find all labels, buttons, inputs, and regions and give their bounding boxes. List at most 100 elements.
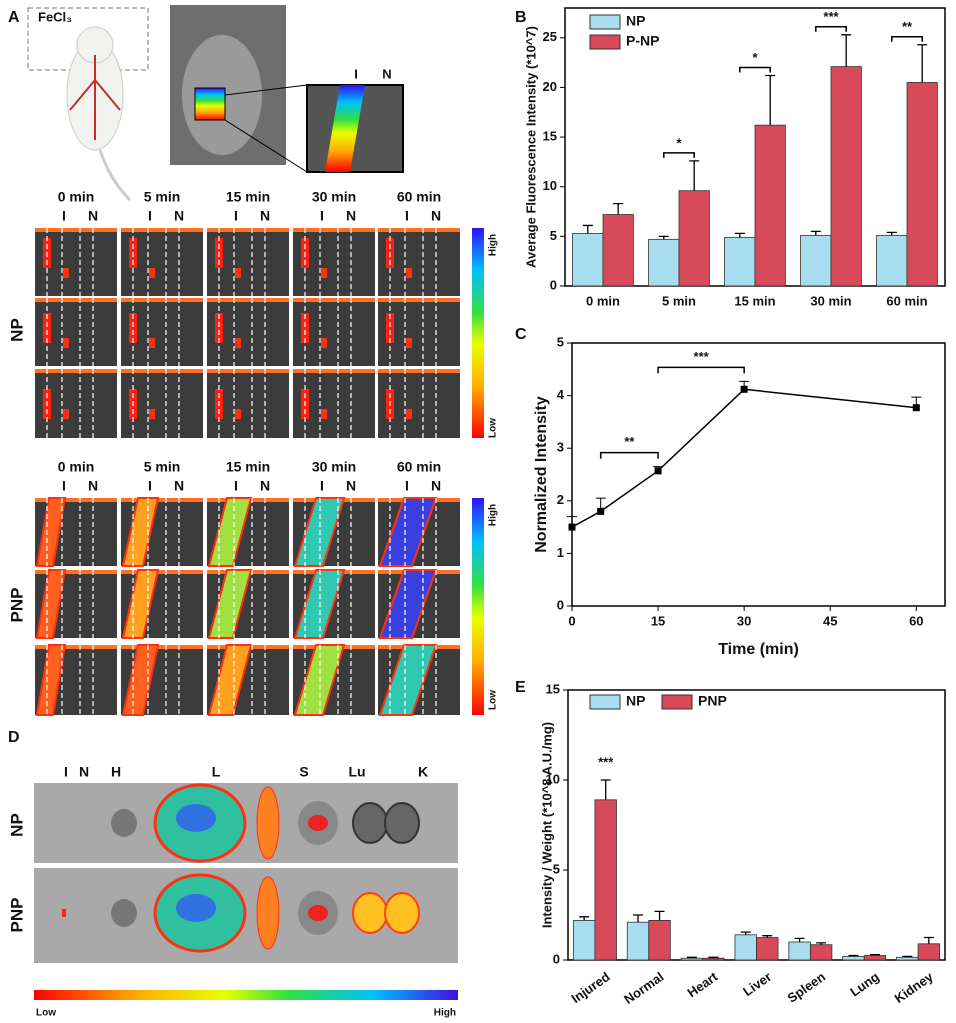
sig-bracket xyxy=(657,366,745,374)
lane-label: N xyxy=(346,478,356,494)
organ xyxy=(111,899,137,927)
row-label: NP xyxy=(7,813,26,837)
organ-label: Lu xyxy=(348,764,365,780)
legend-swatch xyxy=(661,694,693,710)
organ xyxy=(111,809,137,837)
organ-label: I xyxy=(64,764,68,780)
legend-label: P-NP xyxy=(626,33,659,49)
signal xyxy=(406,409,412,419)
sig-label: * xyxy=(676,135,682,150)
lane-label: N xyxy=(431,478,441,494)
bar xyxy=(863,955,887,961)
plot-frame xyxy=(571,342,946,607)
sig-bracket xyxy=(599,451,659,459)
signal xyxy=(35,644,67,716)
error-bar xyxy=(816,942,827,945)
bar xyxy=(809,944,833,961)
x-tick-label: 15 min xyxy=(734,293,775,308)
signal xyxy=(63,409,69,419)
tile-edge xyxy=(378,298,460,302)
colorbar-label: High xyxy=(434,1008,456,1019)
tile-edge xyxy=(207,298,289,302)
sig-bracket xyxy=(739,66,771,73)
signal xyxy=(235,409,241,419)
tile-edge xyxy=(121,228,203,232)
legend-label: PNP xyxy=(698,693,727,709)
organ xyxy=(176,804,216,832)
organ xyxy=(352,892,388,934)
y-axis-label: Intensity / Weight (*10^8 A.U./mg) xyxy=(539,722,554,928)
lane-label: N xyxy=(431,208,441,224)
point xyxy=(568,523,576,531)
bar xyxy=(754,124,786,287)
y-tick-label: 5 xyxy=(557,334,564,349)
lane-label: I xyxy=(234,208,238,224)
error-bar xyxy=(848,954,859,957)
x-tick-label: 30 xyxy=(737,613,751,628)
tail xyxy=(98,149,132,202)
bar xyxy=(756,937,779,961)
panel-label: B xyxy=(515,9,527,26)
y-tick-label: 1 xyxy=(557,545,564,560)
lane-label: N xyxy=(88,478,98,494)
colorbar-label: Low xyxy=(36,1008,56,1019)
organ xyxy=(308,905,328,921)
error-bar xyxy=(794,937,805,942)
bar xyxy=(602,214,634,287)
time-label: 30 min xyxy=(312,459,356,475)
y-tick-label: 5 xyxy=(553,861,560,876)
lane-label: I xyxy=(62,478,66,494)
tile-edge xyxy=(35,645,117,649)
row-label: PNP xyxy=(7,898,26,933)
bar xyxy=(572,920,596,961)
error-bar xyxy=(869,953,880,956)
bar xyxy=(678,190,710,287)
bar xyxy=(680,957,704,961)
x-tick-label: Normal xyxy=(621,969,666,1007)
error-bar xyxy=(633,914,644,923)
organ xyxy=(256,786,280,860)
point xyxy=(654,467,662,475)
legend-swatch xyxy=(589,34,621,50)
signal xyxy=(149,268,155,278)
x-tick-label: Lung xyxy=(847,969,882,1000)
signal xyxy=(378,644,438,716)
time-label: 0 min xyxy=(58,459,95,475)
y-tick-label: 10 xyxy=(543,178,557,193)
signal xyxy=(121,644,160,716)
x-tick-label: 45 xyxy=(823,613,837,628)
y-tick-label: 15 xyxy=(543,129,557,144)
lane-label: N xyxy=(174,208,184,224)
colorbar xyxy=(472,498,484,715)
signal xyxy=(43,313,51,343)
legend-label: NP xyxy=(626,13,645,29)
signal xyxy=(406,268,412,278)
lane-label: N xyxy=(382,66,391,81)
x-tick-label: 60 xyxy=(909,613,923,628)
plot-frame xyxy=(567,689,946,961)
organ-label: S xyxy=(299,764,308,780)
tile-edge xyxy=(207,369,289,373)
signal xyxy=(35,569,67,639)
error-bar xyxy=(917,44,928,83)
sig-label: * xyxy=(752,50,758,65)
time-label: 15 min xyxy=(226,189,270,205)
organ-label: H xyxy=(111,764,121,780)
error-bar xyxy=(582,224,593,234)
reagent: FeCl₃ xyxy=(38,9,72,24)
bar xyxy=(594,799,617,961)
lane-label: I xyxy=(148,208,152,224)
images xyxy=(27,5,484,1000)
sig-bracket xyxy=(815,26,847,32)
error-bar xyxy=(765,74,776,126)
y-axis-label: Normalized Intensity xyxy=(533,396,550,553)
bar xyxy=(896,956,919,961)
legend-swatch xyxy=(589,694,621,710)
tile-edge xyxy=(35,570,117,574)
bar xyxy=(648,238,680,287)
organ-label: N xyxy=(79,764,89,780)
bar xyxy=(906,82,938,287)
y-tick-label: 0 xyxy=(553,951,560,966)
y-tick-label: 15 xyxy=(546,681,560,696)
